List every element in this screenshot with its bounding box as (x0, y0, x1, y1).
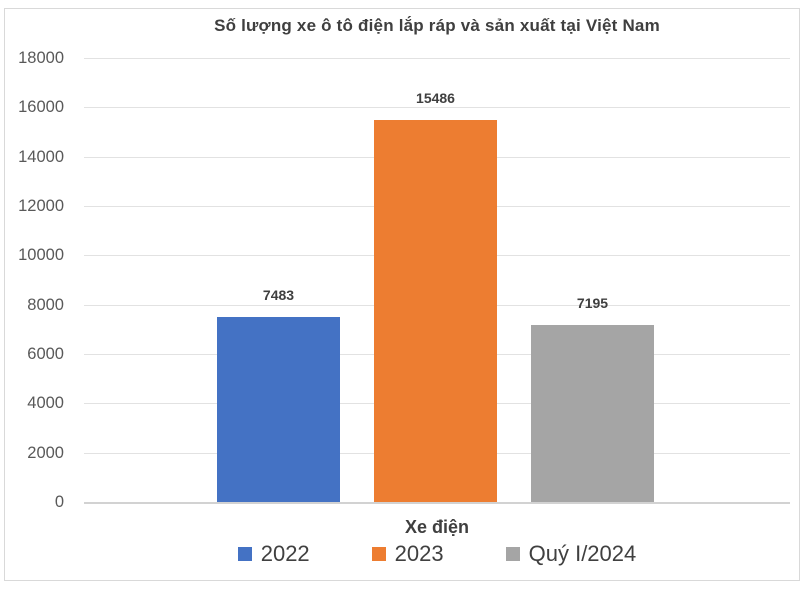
bar-value-label: 7195 (576, 294, 609, 311)
legend-label: 2023 (394, 541, 444, 566)
legend-label: 2022 (260, 541, 310, 566)
legend-item: Quý I/2024 (505, 541, 637, 567)
bar-value-label: 15486 (416, 90, 455, 106)
y-axis: 18000 16000 14000 12000 10000 8000 6000 4000 200… (0, 0, 64, 592)
y-axis-tick-label: 14000 (18, 147, 64, 166)
y-axis-tick-label: 16000 (18, 98, 64, 117)
y-axis-tick-label: 0 (54, 493, 64, 511)
y-axis-tick-label: 10000 (18, 246, 64, 265)
legend-swatch-2022 (237, 547, 252, 561)
y-axis-tick-label: 6000 (27, 345, 64, 363)
legend-swatch-2023 (371, 547, 386, 561)
x-axis-category-label: Xe điện (404, 517, 470, 537)
bar-2023 (374, 120, 497, 502)
gridline (84, 58, 790, 59)
legend: 2022 2023 Quý I/2024 (84, 541, 790, 567)
y-axis-tick-label: 8000 (27, 295, 64, 314)
y-axis-tick-label: 18000 (18, 49, 64, 67)
legend-item: 2022 (237, 541, 310, 567)
legend-item: 2023 (371, 541, 444, 567)
legend-swatch-qu-i-2024 (505, 547, 520, 561)
bar-2022 (217, 317, 340, 502)
bar-qu-i-2024 (531, 324, 654, 502)
gridline (84, 107, 790, 109)
legend-label: Quý I/2024 (528, 541, 637, 566)
y-axis-tick-label: 12000 (18, 197, 64, 215)
y-axis-tick-label: 4000 (27, 394, 64, 413)
bar-value-label: 7483 (262, 287, 295, 304)
chart-title: Số lượng xe ô tô điện lắp ráp và sản xuấ… (214, 16, 660, 35)
y-axis-tick-label: 2000 (27, 443, 64, 462)
plot-area: 7483 15486 7195 (84, 58, 790, 504)
